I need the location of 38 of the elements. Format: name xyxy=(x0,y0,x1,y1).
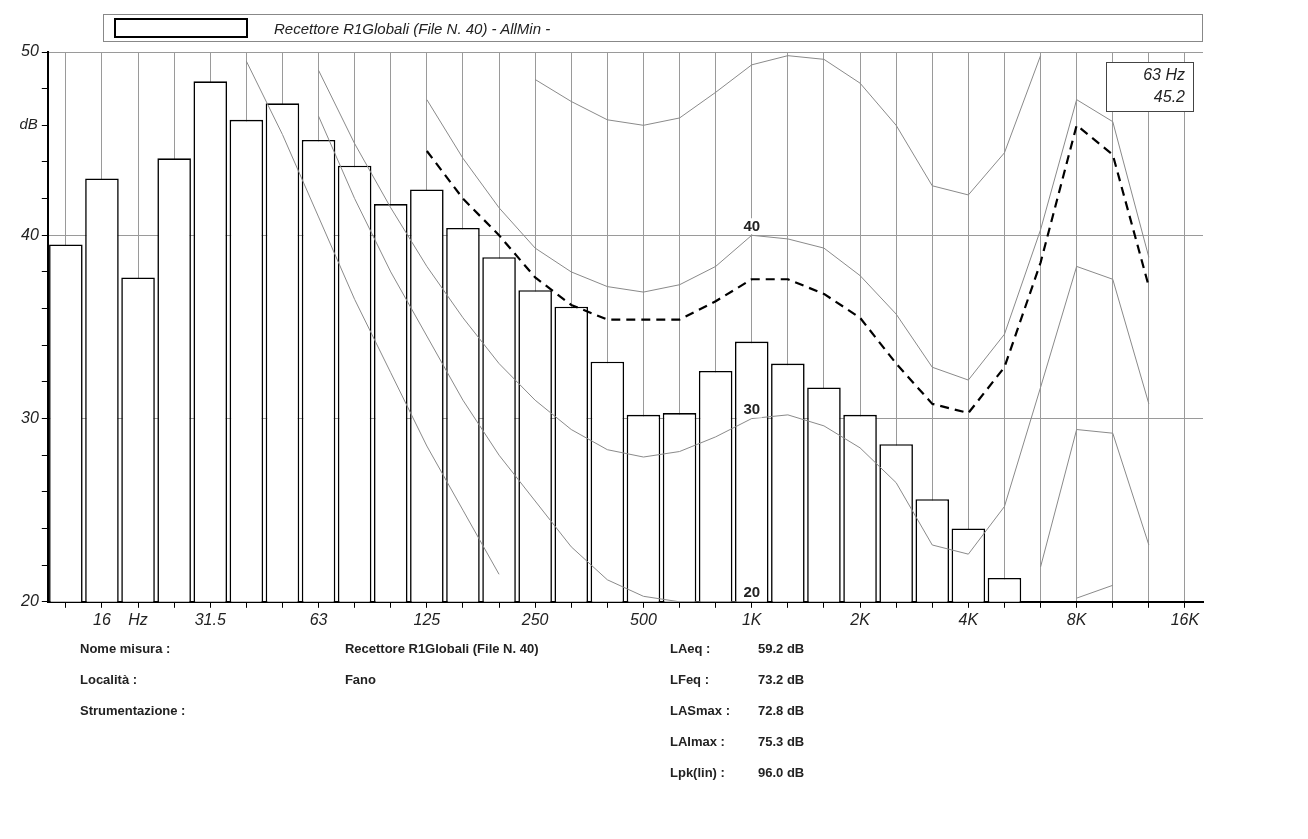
text: Recettore R1Globali (File N. 40) - AllMin - xyxy=(274,19,551,37)
annotation: 45.2 xyxy=(1152,87,1185,107)
y-tick-label: 40 xyxy=(21,225,39,243)
text: LASmax : xyxy=(670,703,730,718)
text: Fano xyxy=(344,672,377,687)
y-tick-label: 30 xyxy=(21,408,39,426)
x-tick-label: 1K xyxy=(741,610,763,628)
text: LAeq : xyxy=(670,641,712,656)
text: LFeq : xyxy=(670,672,710,687)
annotation: 30 xyxy=(743,400,761,418)
text: 72.8 dB xyxy=(757,703,805,718)
x-tick-label: 63 xyxy=(309,610,328,628)
x-tick-label: 8K xyxy=(1066,610,1088,628)
annotation: 20 xyxy=(743,583,761,601)
text: Lpk(lin) : xyxy=(670,765,726,780)
text: Località : xyxy=(80,672,139,687)
y-axis-title: dB xyxy=(19,115,38,133)
annotation: 40 xyxy=(743,216,761,234)
text: Strumentazione : xyxy=(80,703,187,718)
x-tick-label: 500 xyxy=(630,610,657,628)
text: LAImax : xyxy=(670,734,726,749)
x-tick-label: 2K xyxy=(849,610,872,628)
x-tick-label: 16K xyxy=(1170,610,1201,628)
text: 73.2 dB xyxy=(757,672,805,687)
text: 59.2 dB xyxy=(757,641,805,656)
x-tick-label: Hz xyxy=(128,610,148,628)
x-tick-label: 31.5 xyxy=(194,610,226,628)
annotation: 63 Hz xyxy=(1142,65,1185,85)
text: Recettore R1Globali (File N. 40) xyxy=(344,641,540,656)
x-tick-label: 250 xyxy=(520,610,549,628)
text: 96.0 dB xyxy=(757,765,805,780)
x-tick-label: 125 xyxy=(413,610,441,628)
x-tick-label: 16 xyxy=(93,610,111,628)
y-tick-label: 50 xyxy=(21,42,39,60)
text: Nome misura : xyxy=(80,641,172,656)
x-tick-label: 4K xyxy=(958,610,980,628)
y-tick-label: 20 xyxy=(20,592,39,610)
text: 75.3 dB xyxy=(757,734,805,749)
